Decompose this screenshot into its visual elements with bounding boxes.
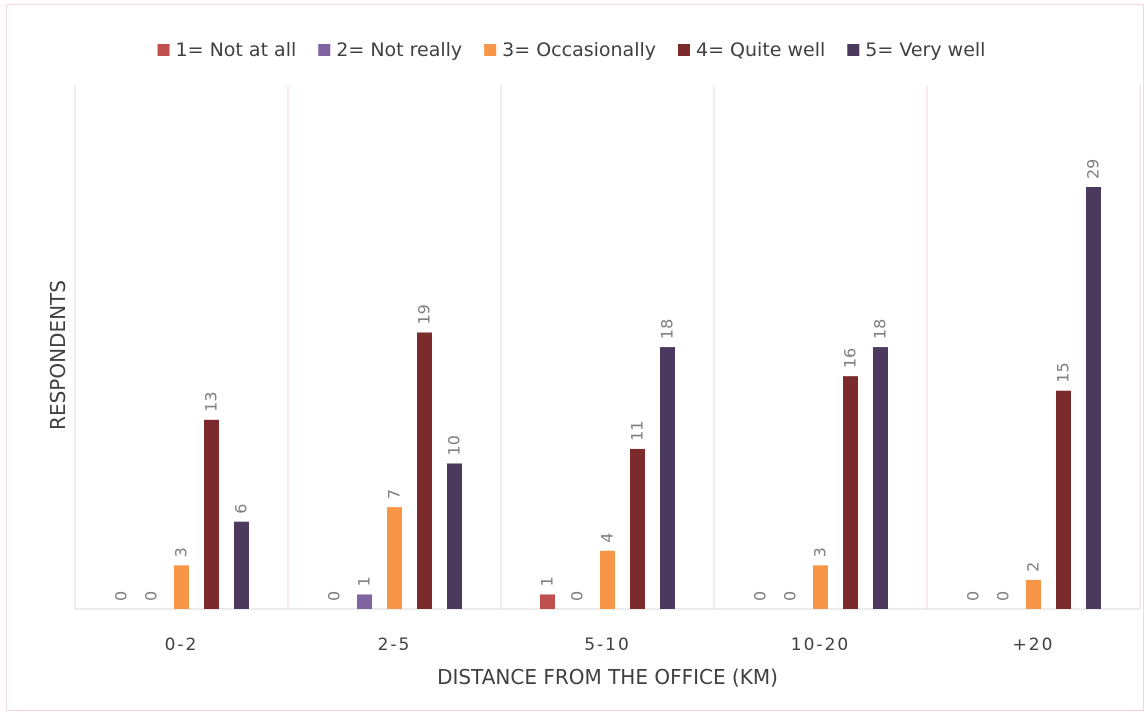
data-label: 11 [628, 421, 647, 441]
data-label: 0 [142, 591, 161, 601]
x-tick-label: 2-5 [378, 635, 412, 655]
y-axis-title: RESPONDENTS [46, 280, 70, 430]
legend-swatch [678, 44, 690, 56]
data-label: 18 [871, 319, 890, 339]
data-label: 0 [325, 591, 344, 601]
legend-swatch [157, 44, 170, 56]
data-label: 3 [811, 547, 830, 557]
legend-label: 5= Very well [865, 39, 985, 61]
bar [204, 419, 219, 609]
category-separators [74, 85, 1141, 609]
x-tick-label: 0-2 [165, 635, 199, 655]
bar [417, 332, 432, 609]
bar [447, 463, 462, 609]
data-label: 2 [1024, 562, 1043, 572]
data-label: 29 [1084, 159, 1103, 179]
bars-group [174, 187, 1101, 609]
data-label: 7 [385, 489, 404, 499]
bar [630, 448, 645, 609]
data-label: 0 [964, 591, 983, 601]
data-label: 1 [355, 576, 374, 586]
legend-label: 3= Occasionally [502, 39, 656, 61]
x-tick-label: 5-10 [584, 635, 631, 655]
data-label: 6 [232, 504, 251, 514]
bar [843, 376, 858, 609]
x-tick-labels: 0-2 2-5 5-10 10-20 +20 [165, 635, 1055, 655]
legend-label: 2= Not really [336, 39, 462, 61]
data-label: 0 [751, 591, 770, 601]
bar [813, 565, 828, 609]
bar [174, 565, 189, 609]
legend-label: 4= Quite well [696, 39, 825, 61]
data-label: 1 [538, 576, 557, 586]
chart-frame [6, 4, 1144, 711]
data-label: 13 [202, 391, 221, 411]
bar [1056, 390, 1071, 609]
data-label: 16 [841, 348, 860, 368]
legend-swatch [847, 44, 860, 56]
data-label: 0 [568, 591, 587, 601]
x-axis-title: DISTANCE FROM THE OFFICE (KM) [437, 665, 778, 689]
data-label: 0 [994, 591, 1013, 601]
bar [357, 594, 372, 609]
legend-label: 1= Not at all [176, 39, 297, 61]
data-label: 0 [781, 591, 800, 601]
bar [600, 550, 615, 609]
data-label: 18 [658, 319, 677, 339]
bar [1026, 579, 1041, 609]
legend-swatch [484, 44, 497, 56]
bar [1086, 187, 1101, 609]
data-label: 15 [1054, 362, 1073, 382]
data-label: 0 [112, 591, 131, 601]
x-tick-label: +20 [1013, 635, 1055, 655]
bar [234, 521, 249, 609]
bar [660, 347, 675, 609]
legend: 1= Not at all 2= Not really 3= Occasionall… [157, 39, 985, 61]
data-label: 3 [172, 547, 191, 557]
legend-swatch [318, 44, 331, 56]
data-label: 4 [598, 533, 617, 543]
x-tick-label: 10-20 [791, 635, 850, 655]
data-label: 10 [445, 435, 464, 455]
bar [540, 594, 555, 609]
data-label: 19 [415, 304, 434, 324]
bar [873, 347, 888, 609]
bar [387, 507, 402, 609]
